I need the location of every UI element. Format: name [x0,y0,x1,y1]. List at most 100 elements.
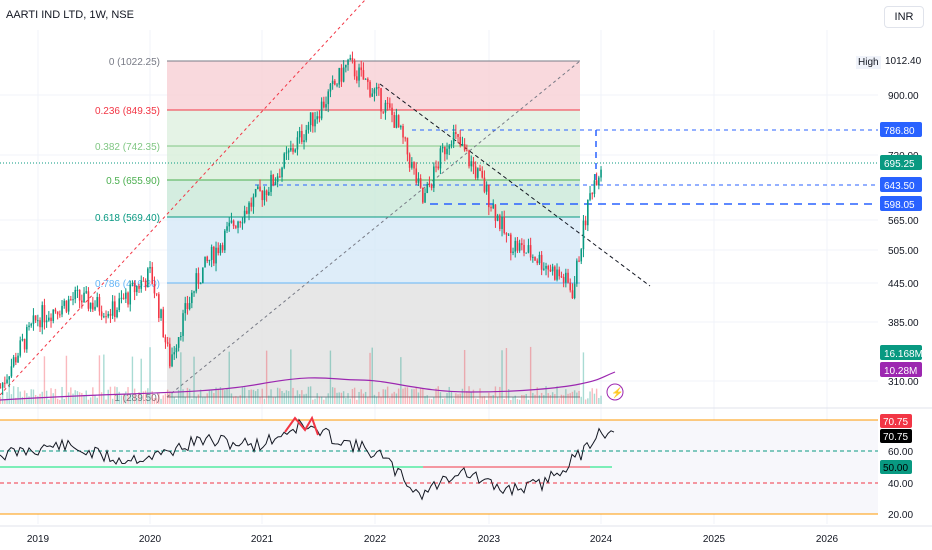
candle-body [565,272,567,283]
candle-body [162,309,165,337]
candle-body [237,221,239,228]
volume-bar [177,389,180,404]
volume-bar [422,388,424,404]
candle-body [232,220,235,227]
volume-bar [578,390,580,404]
high-label: High [856,56,881,69]
candle-body [177,337,180,348]
candle-body [349,58,352,60]
volume-bar [81,392,83,404]
candle-body [111,301,114,316]
candle-body [184,303,187,314]
candle-body [389,103,391,108]
volume-bar [380,396,382,404]
time-axis-label: 2025 [703,534,726,545]
volume-bar [144,390,147,404]
candle-body [107,313,110,317]
volume-bar [441,398,444,404]
volume-bar [536,387,538,404]
candle-body [320,101,323,119]
lightning-icon [606,383,624,401]
candle-body [336,84,338,86]
candle-body [83,292,85,303]
candle-body [215,247,217,264]
volume-bar [303,394,305,404]
candle-body [17,355,19,363]
candle-body [323,101,325,108]
price-axis-label: 445.00 [888,279,919,290]
candle-body [279,176,281,178]
volume-bar [450,391,453,404]
candle-body [4,382,6,384]
volume-bar [558,398,560,404]
rsi-tag-bg [880,414,912,428]
volume-bar [294,395,296,404]
volume-bar [470,391,472,404]
volume-bar [595,388,598,404]
rsi-overbought-segment [284,415,319,436]
volume-bar [360,389,362,404]
volume-bar [50,388,52,404]
volume-bar [224,390,226,404]
candle-body [325,104,327,108]
volume-bar [356,399,358,404]
volume-bar [197,394,200,404]
candle-body [45,320,48,323]
time-axis-label: 2020 [139,534,162,545]
candle-body [257,186,259,189]
volume-bar [351,388,354,404]
candle-body [369,81,371,97]
candle-body [268,191,270,196]
volume-bar [56,398,59,404]
volume-bar [164,393,167,404]
candle-body [63,300,66,306]
currency-button[interactable]: INR [884,6,924,28]
volume-bar [455,393,457,404]
candle-body [144,280,147,288]
candle-body [34,315,37,321]
candle-body [0,387,2,389]
candle-body [560,276,563,278]
candle-body [490,207,492,209]
volume-bar [160,398,162,404]
candle-body [164,336,167,343]
volume-bar [140,358,142,404]
candle-body [534,256,536,261]
volume-bar [15,397,17,404]
volume-bar [347,393,349,404]
candle-body [587,199,589,226]
fib-level-label: 0.382 (742.35) [95,142,160,153]
candle-body [485,184,488,192]
volume-bar [499,386,501,404]
fib-zone [167,283,580,397]
price-tag: 10.28M [884,366,917,377]
price-tag: 786.80 [884,126,915,137]
candle-body [538,254,541,264]
candle-body [202,267,204,284]
candle-body [252,196,255,207]
candle-body [276,176,279,182]
candle-body [529,245,532,258]
candle-body [56,311,59,315]
volume-bar [580,396,582,404]
candle-body [591,193,594,195]
volume-bar [433,397,435,404]
volume-bar [378,391,380,404]
volume-bar [334,387,336,404]
candle-body [48,317,50,321]
candle-body [406,137,409,155]
candle-body [428,184,431,186]
candle-body [540,254,543,270]
price-tag-bg [880,362,922,377]
volume-bar [243,387,246,404]
volume-bar [551,392,554,404]
candle-body [140,280,143,289]
candle-body [54,309,57,312]
price-axis-label: 385.00 [888,318,919,329]
volume-bar [281,391,283,404]
candle-body [353,60,356,77]
volume-bar [114,386,116,404]
candle-body [424,192,426,203]
candle-body [224,230,226,251]
